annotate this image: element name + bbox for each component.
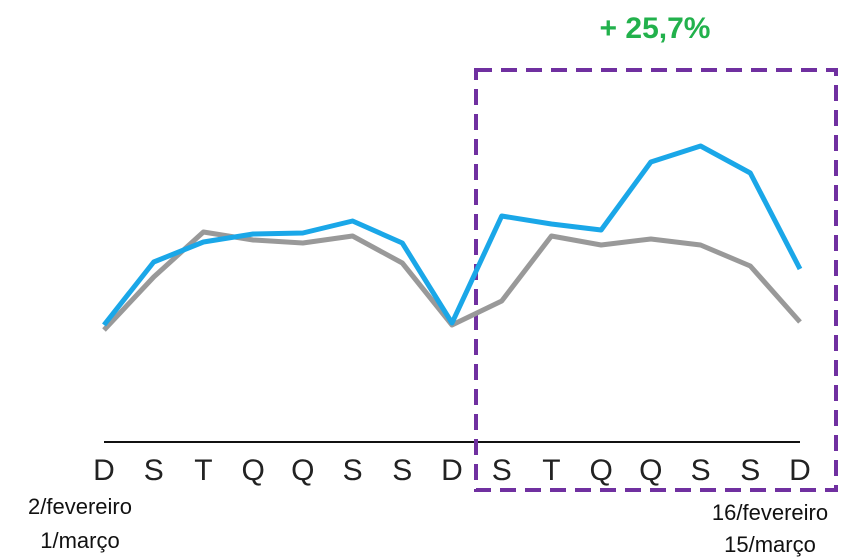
x-tick-label: S bbox=[392, 454, 412, 487]
date-label: 2/fevereiro bbox=[28, 494, 132, 519]
x-tick-label: S bbox=[691, 454, 711, 487]
series-line bbox=[102, 143, 803, 327]
x-tick-label: S bbox=[343, 454, 363, 487]
x-tick-label: Q bbox=[291, 454, 314, 487]
x-tick-label: Q bbox=[589, 454, 612, 487]
x-tick-label: D bbox=[441, 454, 463, 487]
x-tick-label: Q bbox=[639, 454, 662, 487]
date-label: 16/fevereiro bbox=[712, 500, 828, 525]
annotation: + 25,7% bbox=[600, 12, 711, 45]
x-tick-label: D bbox=[789, 454, 811, 487]
x-tick-label: S bbox=[740, 454, 760, 487]
x-tick-label: D bbox=[93, 454, 115, 487]
date-label: 1/março bbox=[40, 528, 119, 553]
series-line bbox=[102, 229, 802, 332]
x-tick-label: Q bbox=[241, 454, 264, 487]
date-label: 15/março bbox=[724, 532, 816, 557]
x-tick-label: S bbox=[144, 454, 164, 487]
x-tick-label: T bbox=[194, 454, 212, 487]
x-tick-label: T bbox=[542, 454, 560, 487]
x-tick-label: S bbox=[492, 454, 512, 487]
highlight-box bbox=[474, 68, 838, 492]
